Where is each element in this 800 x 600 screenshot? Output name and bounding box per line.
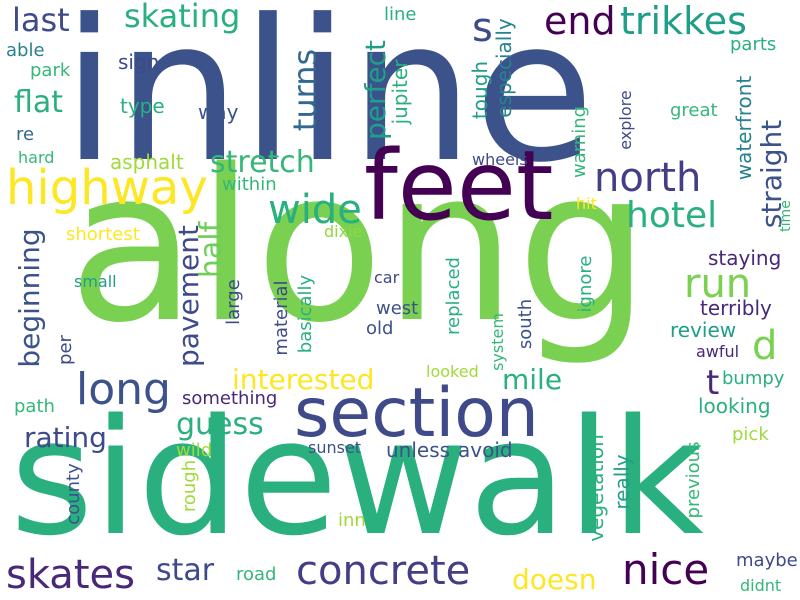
word: large — [223, 279, 244, 325]
word: looked — [426, 362, 479, 381]
word: hit — [576, 194, 597, 213]
word: vegetation — [584, 434, 608, 542]
word: previous — [683, 441, 704, 519]
word: interested — [232, 363, 375, 396]
word: t — [706, 363, 720, 403]
word: material — [271, 280, 292, 356]
word: jupiter — [388, 59, 412, 125]
word: doesn — [512, 563, 597, 596]
word: line — [384, 4, 417, 25]
word: star — [156, 553, 215, 588]
word: small — [74, 272, 117, 291]
word: nice — [622, 545, 710, 594]
word: tough — [468, 60, 492, 120]
word: rough — [179, 459, 200, 513]
word: ignore — [575, 255, 596, 313]
word: perfect — [359, 40, 392, 140]
word: s — [472, 5, 493, 51]
word: dixie — [324, 222, 363, 241]
word: wheels — [472, 150, 528, 169]
word: old — [366, 318, 394, 339]
word: staying — [708, 246, 782, 270]
word: section — [294, 374, 539, 453]
word: road — [236, 564, 277, 585]
word: really — [610, 454, 634, 510]
word: maybe — [736, 550, 798, 571]
word: hotel — [626, 195, 718, 236]
word: beginning — [13, 228, 46, 368]
word: county — [63, 463, 84, 525]
word: feet — [364, 130, 554, 242]
word: last — [12, 1, 70, 39]
word: car — [374, 268, 400, 287]
word: stretch — [210, 145, 315, 180]
word: basically — [295, 274, 316, 354]
word: skating — [124, 0, 241, 35]
word: wild — [176, 440, 213, 461]
word: awful — [696, 342, 740, 361]
word: shortest — [66, 224, 140, 245]
word: explore — [616, 90, 635, 150]
word: within — [222, 174, 277, 195]
word: end — [544, 0, 616, 43]
word: especially — [492, 18, 516, 118]
word: parts — [730, 34, 777, 55]
word: looking — [698, 394, 771, 418]
word: west — [376, 298, 419, 319]
word: hard — [18, 148, 55, 167]
word: sign — [118, 50, 160, 74]
word: highway — [6, 160, 208, 216]
word: per — [55, 335, 76, 365]
word: time — [778, 200, 794, 232]
word: asphalt — [110, 150, 184, 174]
word: system — [488, 313, 507, 371]
word: review — [670, 318, 737, 342]
word: bumpy — [722, 368, 785, 389]
word: rating — [24, 421, 107, 454]
word: concrete — [296, 548, 471, 594]
word: waterfront — [732, 75, 756, 181]
word: avoid — [458, 438, 513, 462]
word: guess — [176, 407, 264, 442]
word: sidewalk — [10, 384, 704, 571]
word: re — [16, 124, 35, 145]
word: south — [515, 298, 536, 350]
word: along — [68, 124, 650, 369]
word: park — [30, 60, 71, 81]
word: way — [198, 100, 239, 124]
word: unless — [386, 438, 451, 462]
word: flat — [14, 85, 64, 120]
word: warning — [569, 105, 590, 179]
word: replaced — [443, 257, 464, 335]
word: terribly — [700, 296, 772, 320]
word: north — [594, 155, 702, 201]
word: mile — [502, 363, 563, 396]
word: great — [670, 100, 718, 121]
word: d — [752, 323, 778, 369]
word: type — [120, 94, 165, 118]
word: skates — [6, 552, 135, 598]
word: pavement — [172, 225, 205, 367]
word: trikkes — [620, 0, 747, 43]
word: turns — [286, 48, 324, 132]
word: able — [6, 40, 45, 61]
word: inn — [338, 510, 366, 531]
word: sunset — [308, 438, 362, 457]
word: path — [14, 396, 55, 417]
word: long — [76, 364, 171, 415]
word: run — [684, 261, 752, 307]
word: pick — [732, 424, 769, 445]
word: didnt — [740, 576, 782, 595]
word: wide — [268, 187, 362, 233]
word: inline — [62, 0, 595, 206]
word: something — [182, 388, 278, 409]
